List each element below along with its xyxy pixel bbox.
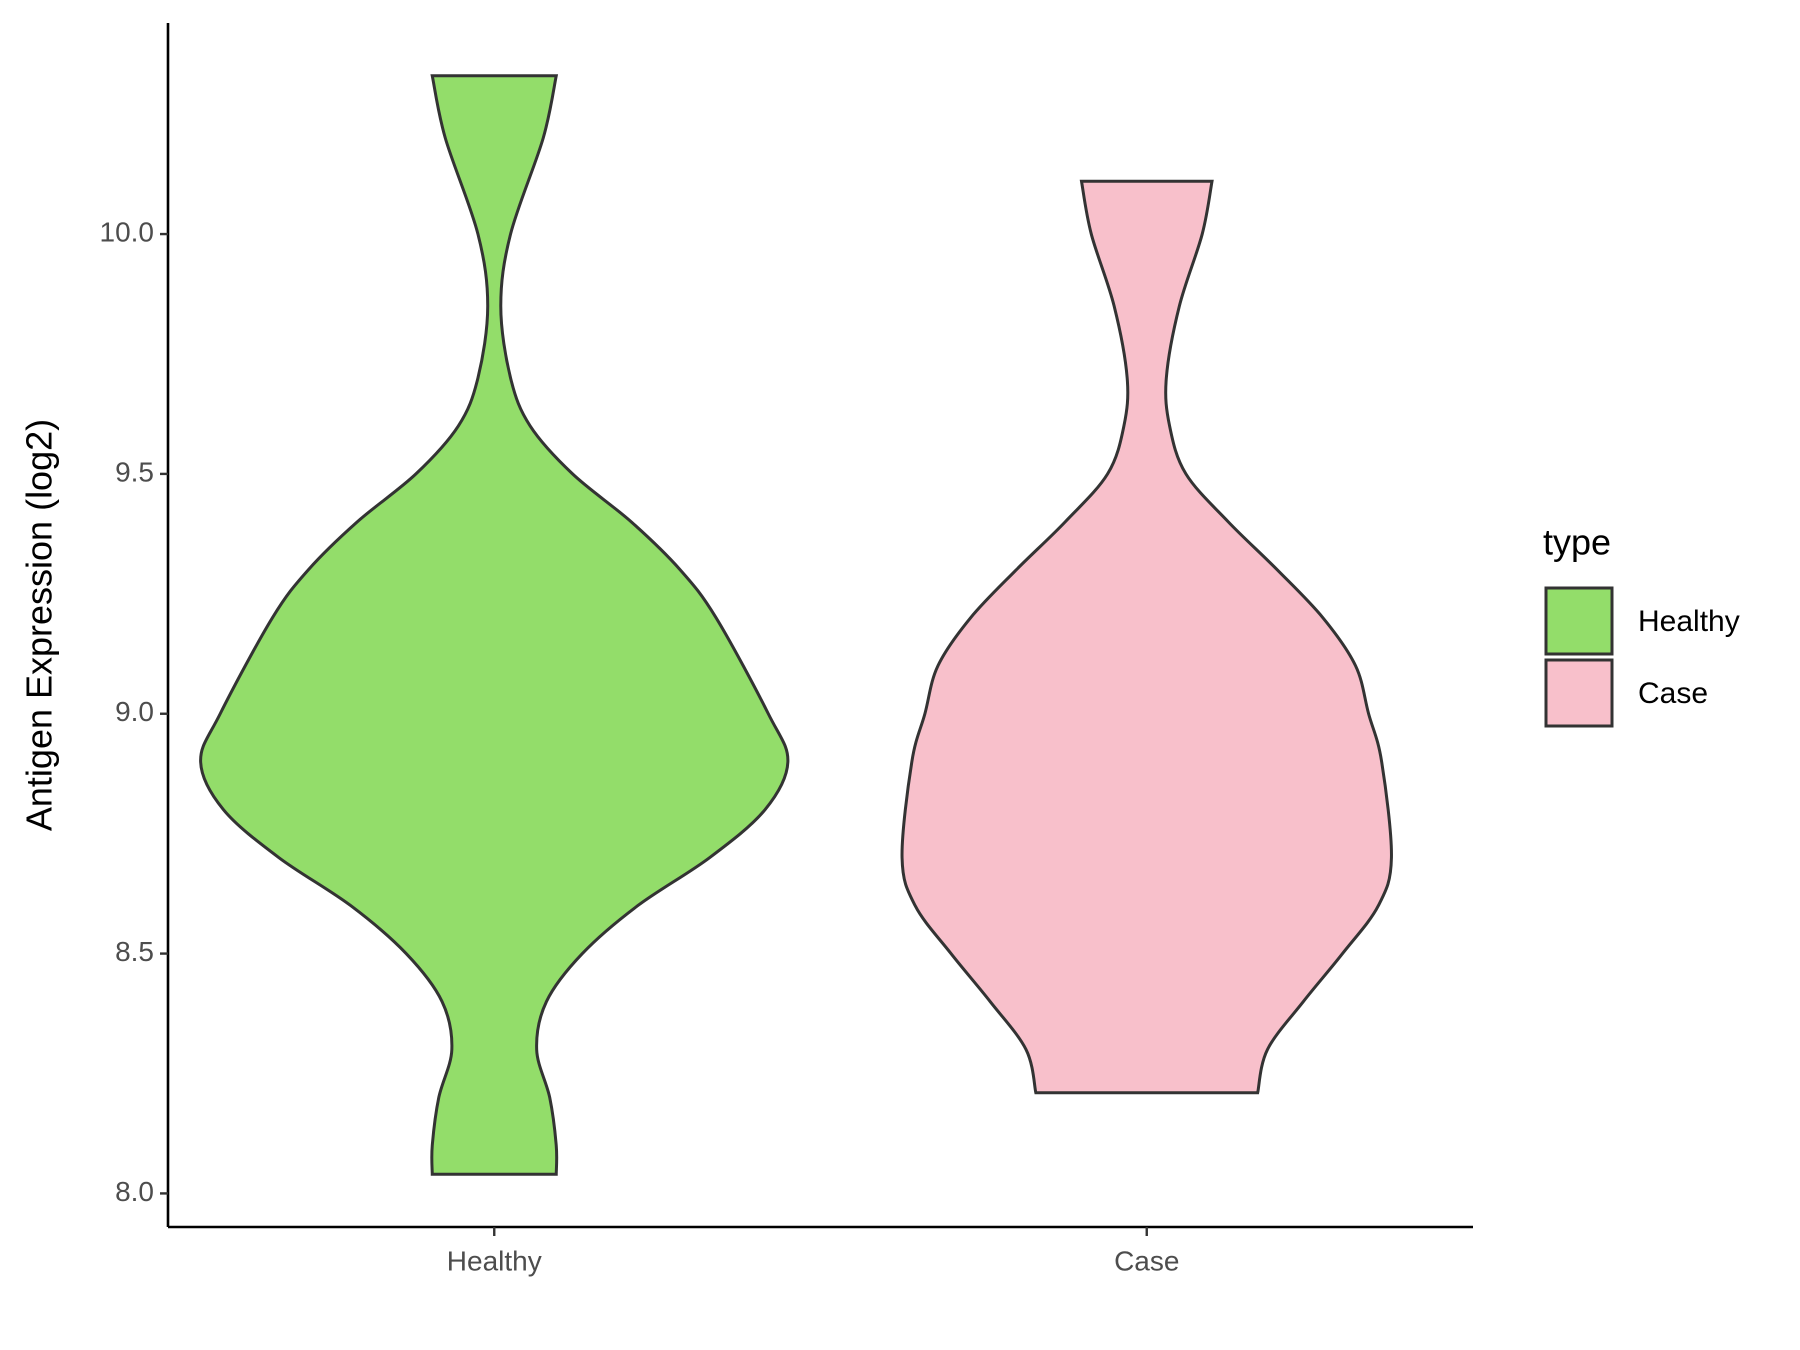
y-tick-label: 9.5	[115, 456, 154, 487]
legend-label: Healthy	[1638, 605, 1740, 638]
violin	[900, 179, 1393, 1095]
y-axis-label: Antigen Expression (log2)	[19, 419, 60, 831]
legend-key	[1544, 586, 1614, 656]
legend-title: type	[1543, 522, 1611, 563]
x-tick-label: Case	[1114, 1245, 1179, 1276]
y-tick-label: 10.0	[100, 216, 155, 247]
y-tick-label: 9.0	[115, 696, 154, 727]
legend-label: Case	[1638, 677, 1708, 710]
violin	[199, 74, 790, 1176]
legend-key	[1544, 658, 1614, 728]
y-tick-label: 8.5	[115, 936, 154, 967]
y-tick-label: 8.0	[115, 1176, 154, 1207]
x-tick-label: Healthy	[447, 1245, 542, 1276]
